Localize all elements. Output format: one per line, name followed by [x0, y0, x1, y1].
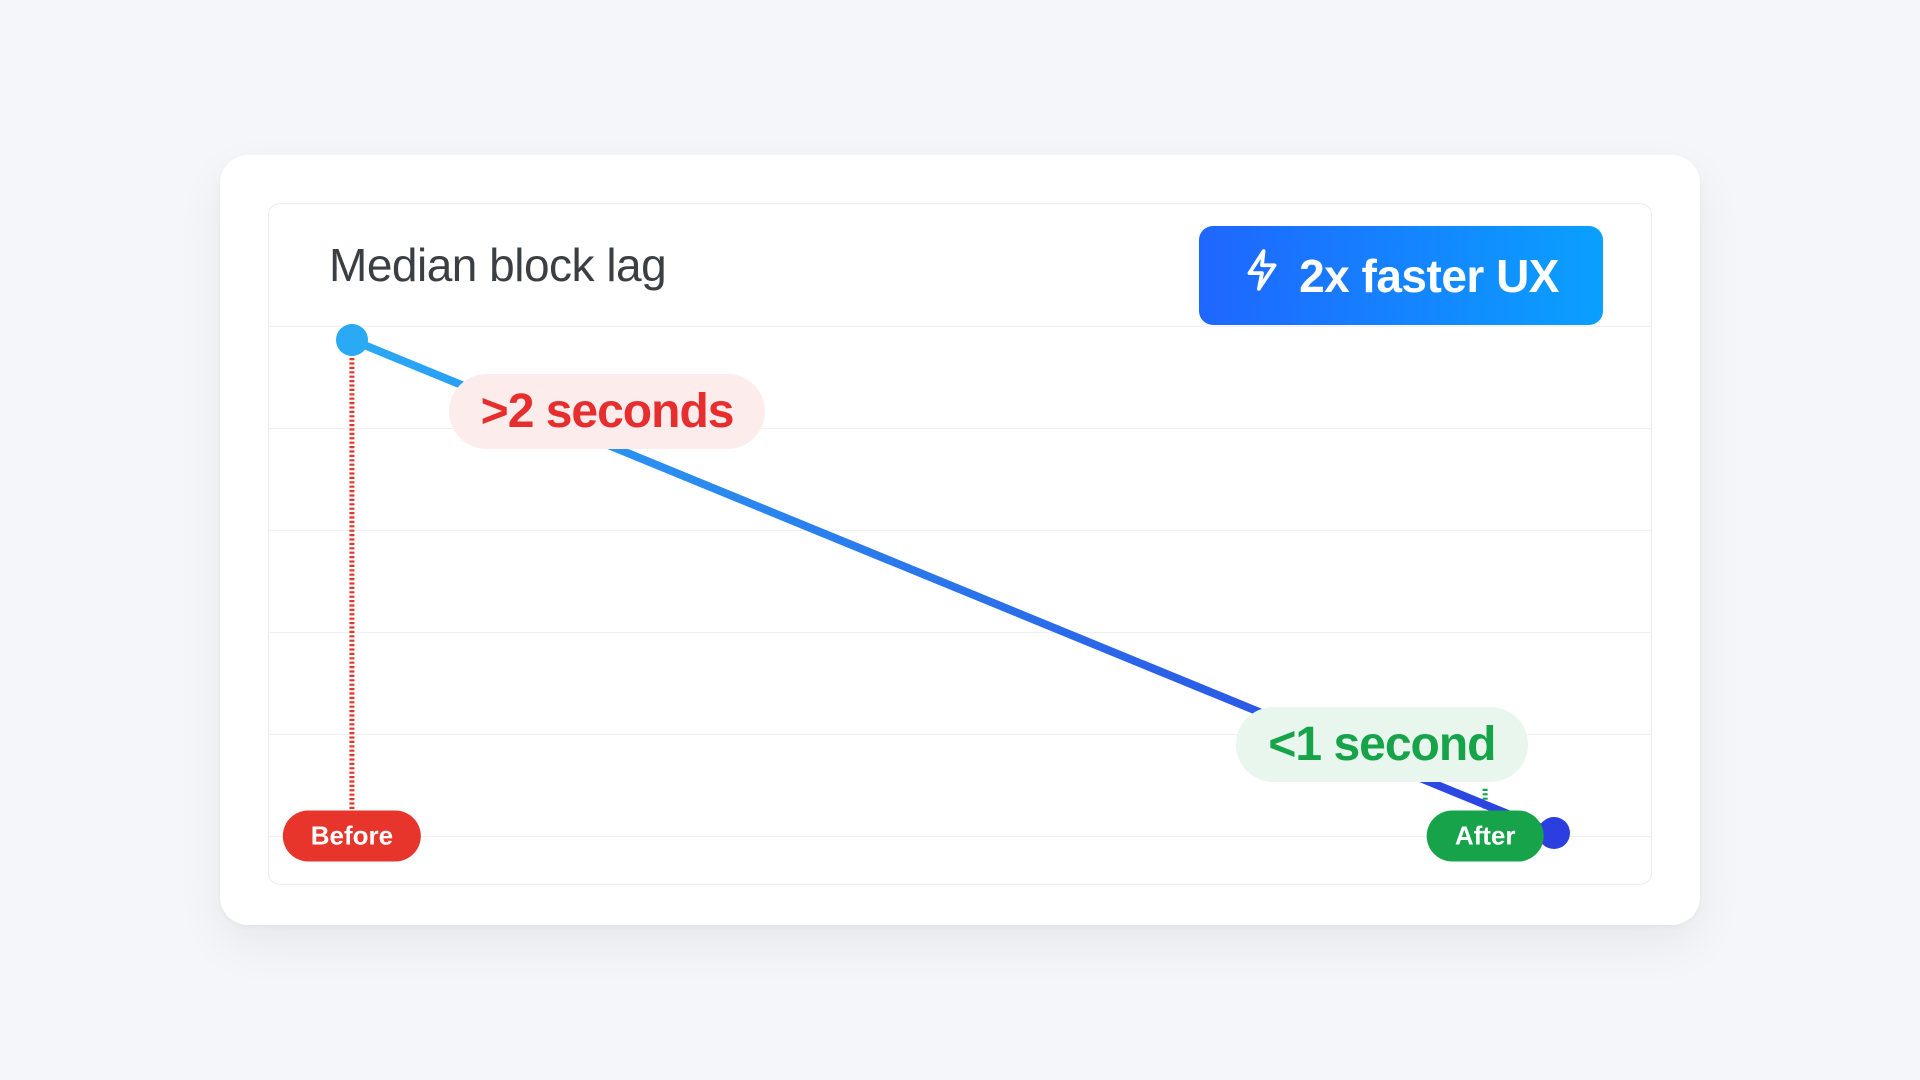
- chart-card: Median block lag 2x faster UX: [220, 155, 1700, 925]
- x-label-before: Before: [283, 811, 421, 862]
- annotation-before: >2 seconds: [449, 374, 766, 449]
- annotation-after: <1 second: [1236, 707, 1527, 782]
- x-label-after: After: [1427, 811, 1544, 862]
- plot-area: Median block lag 2x faster UX: [268, 203, 1652, 885]
- point-before: [336, 324, 368, 356]
